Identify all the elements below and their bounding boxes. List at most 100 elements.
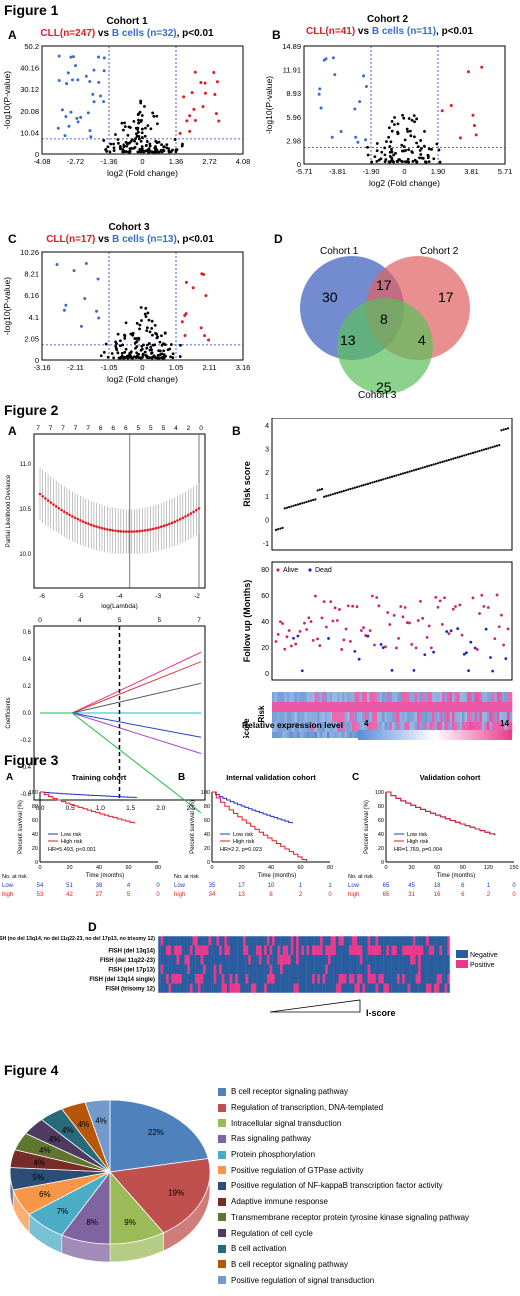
- fish-cell: [362, 955, 366, 965]
- heatmap-cell: [374, 702, 378, 712]
- fish-cell: [240, 974, 244, 984]
- fish-cell: [200, 983, 204, 993]
- risk-point: [428, 464, 431, 467]
- risk-point: [377, 479, 380, 482]
- heatmap-cell: [432, 702, 435, 712]
- heatmap-cell: [302, 712, 305, 722]
- heatmap-cell: [362, 702, 365, 712]
- data-point-ns: [131, 331, 135, 335]
- fish-cell: [264, 983, 268, 993]
- fish-cell: [367, 964, 371, 974]
- data-point-up: [474, 133, 478, 137]
- data-point-ns: [419, 139, 423, 142]
- data-point-ns: [150, 319, 154, 323]
- fish-cell: [266, 955, 270, 965]
- data-point-ns: [377, 158, 381, 162]
- cv-point: [46, 499, 50, 502]
- fish-cell: [258, 964, 262, 974]
- fish-cell: [272, 983, 275, 993]
- followup-point: [287, 629, 291, 632]
- risk-point: [482, 448, 486, 451]
- fish-cell: [176, 983, 180, 993]
- heatmap-cell: [437, 702, 440, 712]
- fish-cell: [333, 955, 337, 965]
- data-point-ns: [138, 327, 141, 331]
- followup-point: [443, 596, 446, 600]
- data-point-ns: [118, 144, 122, 148]
- coef-top-count: 0: [38, 617, 42, 624]
- data-point-down: [319, 106, 323, 110]
- y-tick-label: 10.26: [20, 248, 39, 257]
- risk-point: [336, 491, 339, 494]
- data-point-ns: [138, 147, 142, 151]
- heatmap-cell: [289, 692, 293, 702]
- cv-point: [149, 528, 152, 531]
- heatmap-cell: [274, 702, 278, 712]
- data-point-ns: [142, 343, 145, 347]
- heatmap-cell: [349, 722, 353, 732]
- heatmap-cell: [482, 692, 485, 702]
- data-point-ns: [114, 340, 118, 344]
- heatmap-cell: [322, 692, 325, 702]
- fish-cell: [211, 964, 214, 974]
- fish-cell: [357, 983, 360, 993]
- data-point-down: [62, 308, 66, 312]
- cv-point: [71, 515, 74, 518]
- followup-point: [281, 622, 284, 625]
- coef-path: [40, 712, 202, 738]
- followup-point: [346, 604, 350, 608]
- fish-cell: [444, 983, 448, 993]
- data-point-ns: [123, 350, 127, 354]
- fish-cell: [158, 945, 161, 955]
- data-point-up: [471, 113, 475, 117]
- followup-point: [300, 669, 304, 673]
- heatmap-cell: [482, 702, 485, 712]
- heatmap-cell: [497, 712, 500, 722]
- heatmap-cell: [359, 702, 363, 712]
- followup-point: [403, 606, 407, 609]
- fish-cell: [431, 945, 435, 955]
- data-point-up: [188, 114, 192, 118]
- heatmap-cell: [399, 722, 403, 732]
- data-point-ns: [143, 350, 147, 354]
- fish-cell: [298, 964, 302, 974]
- fish-cell: [205, 936, 209, 946]
- fish-cell: [335, 983, 339, 993]
- heatmap-cell: [457, 712, 460, 722]
- fish-cell: [330, 974, 334, 984]
- data-point-ns: [370, 160, 374, 164]
- heatmap-cell: [309, 712, 313, 722]
- x-tick-label: -3.16: [33, 363, 50, 372]
- data-point-ns: [135, 351, 139, 355]
- data-point-ns: [121, 128, 125, 132]
- y-axis-label: -log10(P-value): [264, 76, 274, 134]
- fish-cell: [245, 974, 249, 984]
- heatmap-cell: [397, 692, 400, 702]
- fish-cell: [232, 974, 236, 984]
- km-at-risk-high-value: 13: [238, 892, 245, 898]
- data-point-ns: [392, 153, 396, 157]
- km-at-risk-high-row: high: [348, 892, 359, 898]
- data-point-ns: [163, 343, 167, 347]
- fish-cell: [301, 945, 305, 955]
- figure3-title: Figure 3: [4, 752, 59, 768]
- heatmap-cell: [464, 692, 468, 702]
- risk-point: [456, 456, 459, 459]
- risk-point: [333, 492, 337, 495]
- data-point-up: [217, 119, 221, 123]
- followup-point: [379, 643, 383, 646]
- data-point-ns: [410, 150, 414, 153]
- fish-cell: [388, 974, 392, 984]
- fish-cell: [367, 983, 371, 993]
- data-point-ns: [155, 114, 159, 118]
- fish-row-label: FISH (del 11q22-23): [100, 958, 155, 964]
- fish-cell: [322, 983, 326, 993]
- data-point-ns: [104, 342, 108, 346]
- fish-cell: [227, 964, 230, 974]
- heatmap-cell: [292, 702, 295, 712]
- heatmap-cell: [467, 722, 470, 732]
- fish-cell: [396, 936, 400, 946]
- followup-point: [364, 634, 368, 637]
- heatmap-cell: [279, 722, 283, 732]
- fish-cell: [232, 983, 236, 993]
